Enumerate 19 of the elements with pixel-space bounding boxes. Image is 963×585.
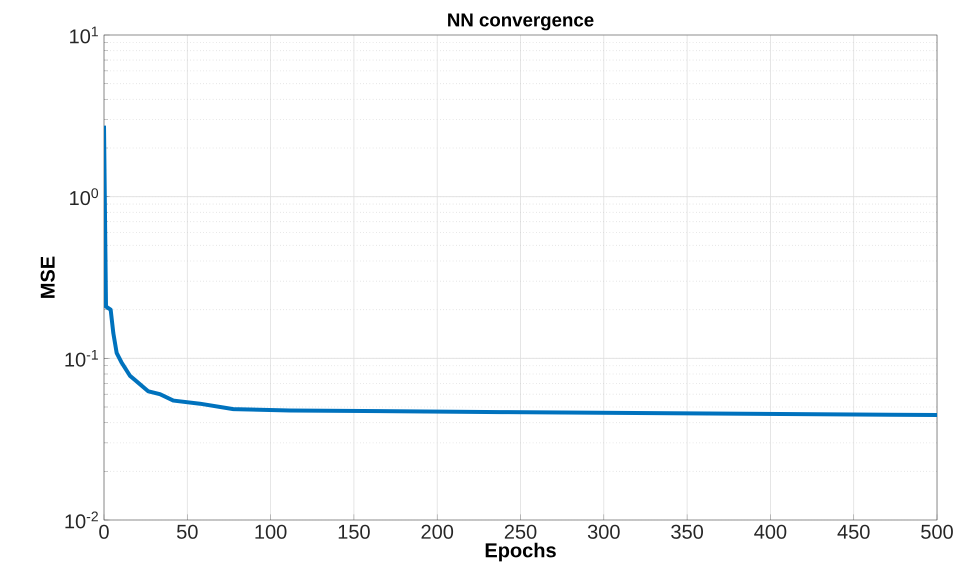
y-tick-label: 10$^{0}$ <box>70 188 98 206</box>
x-tick-label: 300 <box>588 524 620 539</box>
x-tick-label: 0 <box>99 524 109 539</box>
y-axis-title: MSE <box>40 256 55 298</box>
x-axis-title: Epochs <box>486 542 556 562</box>
x-tick-label: 150 <box>338 524 370 539</box>
y-tick-label: 10$^{1}$ <box>70 26 98 44</box>
chart-title: NN convergence <box>448 13 594 30</box>
x-tick-label: 450 <box>837 524 870 539</box>
y-tick-label: 10$^{-2}$ <box>65 512 98 528</box>
x-tick-label: 250 <box>504 524 536 539</box>
x-tick-label: 200 <box>422 524 454 539</box>
y-tick-label: 10$^{-1}$ <box>65 350 98 367</box>
x-tick-label: 100 <box>255 524 286 539</box>
line-series <box>104 124 938 418</box>
x-tick-label: 350 <box>671 524 703 539</box>
x-tick-label: 400 <box>754 524 786 539</box>
x-tick-label: 500 <box>921 524 953 539</box>
x-tick-label: 50 <box>176 524 198 539</box>
